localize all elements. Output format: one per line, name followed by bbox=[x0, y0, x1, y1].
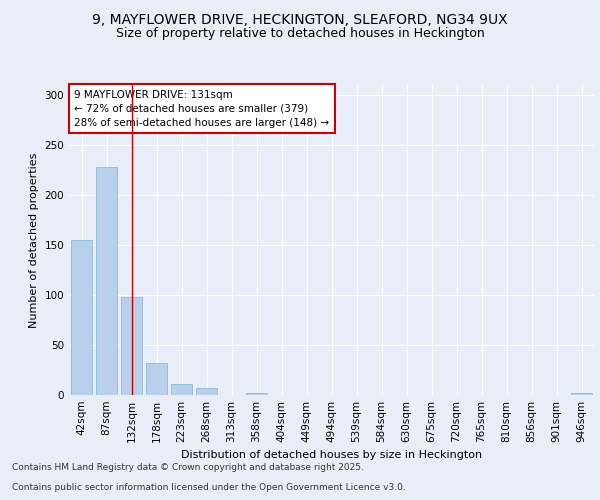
Bar bbox=[71, 240, 92, 395]
Text: Contains HM Land Registry data © Crown copyright and database right 2025.: Contains HM Land Registry data © Crown c… bbox=[12, 464, 364, 472]
Y-axis label: Number of detached properties: Number of detached properties bbox=[29, 152, 39, 328]
Bar bbox=[571, 393, 592, 395]
Bar bbox=[121, 297, 142, 395]
Text: Contains public sector information licensed under the Open Government Licence v3: Contains public sector information licen… bbox=[12, 484, 406, 492]
Bar bbox=[96, 167, 117, 395]
Bar bbox=[246, 393, 267, 395]
Bar bbox=[196, 388, 217, 395]
Text: 9, MAYFLOWER DRIVE, HECKINGTON, SLEAFORD, NG34 9UX: 9, MAYFLOWER DRIVE, HECKINGTON, SLEAFORD… bbox=[92, 12, 508, 26]
Bar bbox=[171, 384, 192, 395]
X-axis label: Distribution of detached houses by size in Heckington: Distribution of detached houses by size … bbox=[181, 450, 482, 460]
Text: Size of property relative to detached houses in Heckington: Size of property relative to detached ho… bbox=[116, 28, 484, 40]
Text: 9 MAYFLOWER DRIVE: 131sqm
← 72% of detached houses are smaller (379)
28% of semi: 9 MAYFLOWER DRIVE: 131sqm ← 72% of detac… bbox=[74, 90, 329, 128]
Bar bbox=[146, 363, 167, 395]
